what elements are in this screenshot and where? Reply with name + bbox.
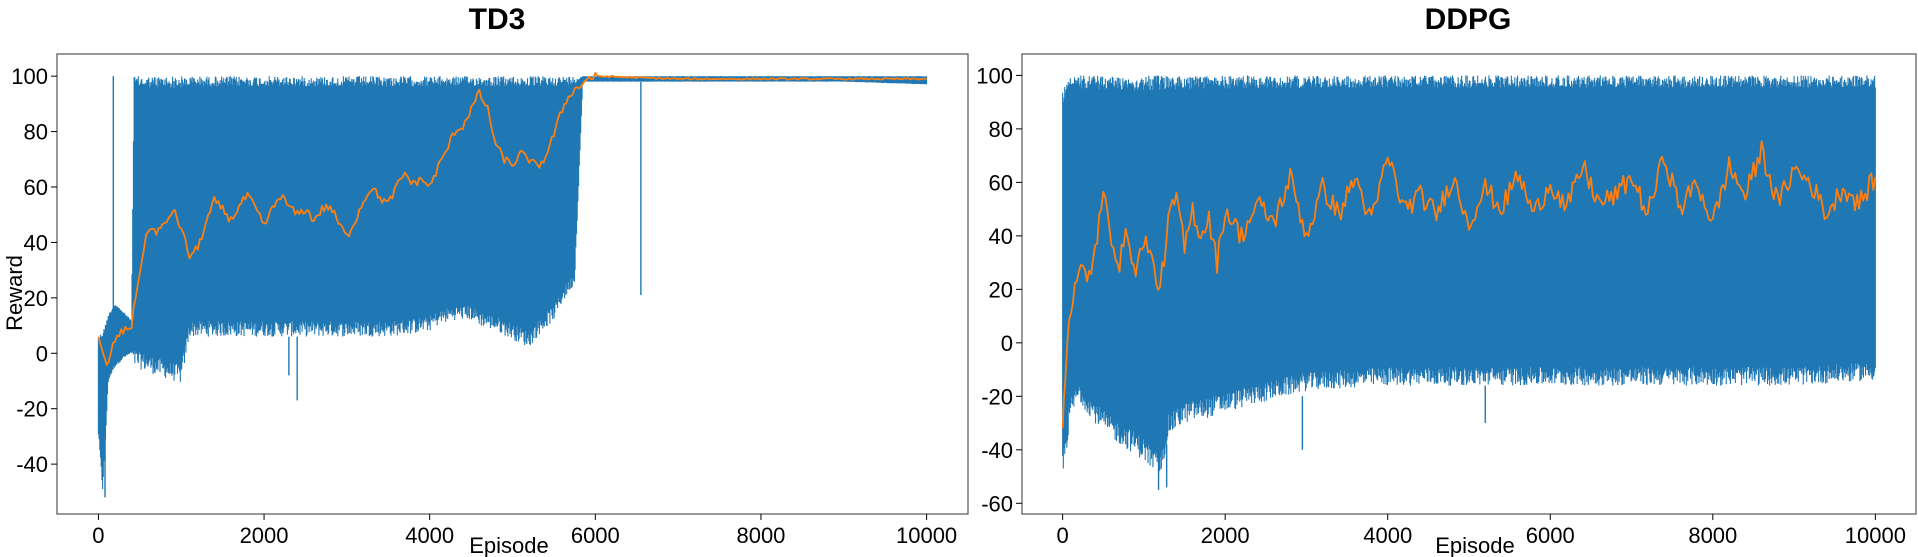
- ddpg-raw-reward-series: [1062, 75, 1876, 477]
- ddpg-x-tick-label: 2000: [1201, 523, 1250, 548]
- ddpg-y-tick-label: 0: [1001, 331, 1013, 356]
- ddpg-y-tick-label: 100: [976, 63, 1013, 88]
- ddpg-smoothed-reward-series: [1061, 140, 1877, 429]
- td3-title: TD3: [469, 3, 526, 36]
- td3-y-ticks: -40 -20 0 20 40 60 80 100: [11, 64, 57, 477]
- ddpg-y-tick-label: -20: [981, 384, 1013, 409]
- ddpg-axes-frame: [1021, 53, 1917, 515]
- td3-axes-frame: [56, 53, 969, 515]
- td3-x-tick-label: 4000: [405, 523, 454, 548]
- td3-y-tick-label: 40: [24, 230, 48, 255]
- td3-x-tick-label: 8000: [736, 523, 785, 548]
- td3-x-tick-label: 0: [92, 523, 104, 548]
- ddpg-x-tick-label: 8000: [1688, 523, 1737, 548]
- td3-y-axis-label: Reward: [2, 255, 27, 331]
- td3-y-tick-label: -40: [16, 452, 48, 477]
- ddpg-y-tick-label: -60: [981, 491, 1013, 516]
- td3-y-tick-label: 20: [24, 286, 48, 311]
- td3-y-tick-label: 80: [24, 120, 48, 145]
- ddpg-y-tick-label: 60: [989, 170, 1013, 195]
- td3-x-tick-label: 2000: [240, 523, 289, 548]
- td3-panel: TD3 0 2000 4000 6000 8000 10000 -40 -20 0 20 40 60…: [2, 3, 969, 557]
- td3-y-tick-label: 60: [24, 175, 48, 200]
- ddpg-x-ticks: 0 2000 4000 6000 8000 10000: [1057, 514, 1906, 548]
- ddpg-x-axis-label: Episode: [1435, 533, 1515, 557]
- ddpg-y-tick-label: 80: [989, 117, 1013, 142]
- ddpg-y-ticks: -60 -40 -20 0 20 40 60 80 100: [976, 63, 1022, 516]
- td3-y-tick-label: 100: [11, 64, 48, 89]
- ddpg-y-tick-label: 20: [989, 277, 1013, 302]
- ddpg-x-tick-label: 0: [1057, 523, 1069, 548]
- ddpg-y-tick-label: -40: [981, 438, 1013, 463]
- ddpg-title: DDPG: [1425, 3, 1512, 36]
- td3-plot-area: [97, 72, 928, 498]
- td3-y-tick-label: -20: [16, 397, 48, 422]
- td3-raw-reward-series: [97, 76, 928, 489]
- td3-y-tick-label: 0: [36, 341, 48, 366]
- td3-x-tick-label: 6000: [571, 523, 620, 548]
- ddpg-plot-area: [1061, 75, 1877, 490]
- ddpg-panel: DDPG 0 2000 4000 6000 8000 10000 -60 -40 -20 0 20…: [976, 3, 1917, 557]
- td3-x-ticks: 0 2000 4000 6000 8000 10000: [92, 514, 957, 548]
- td3-x-axis-label: Episode: [469, 533, 549, 557]
- ddpg-x-tick-label: 4000: [1363, 523, 1412, 548]
- td3-smoothed-reward-series: [97, 72, 927, 366]
- td3-x-tick-label: 10000: [896, 523, 957, 548]
- ddpg-y-tick-label: 40: [989, 224, 1013, 249]
- ddpg-x-tick-label: 6000: [1526, 523, 1575, 548]
- ddpg-x-tick-label: 10000: [1845, 523, 1906, 548]
